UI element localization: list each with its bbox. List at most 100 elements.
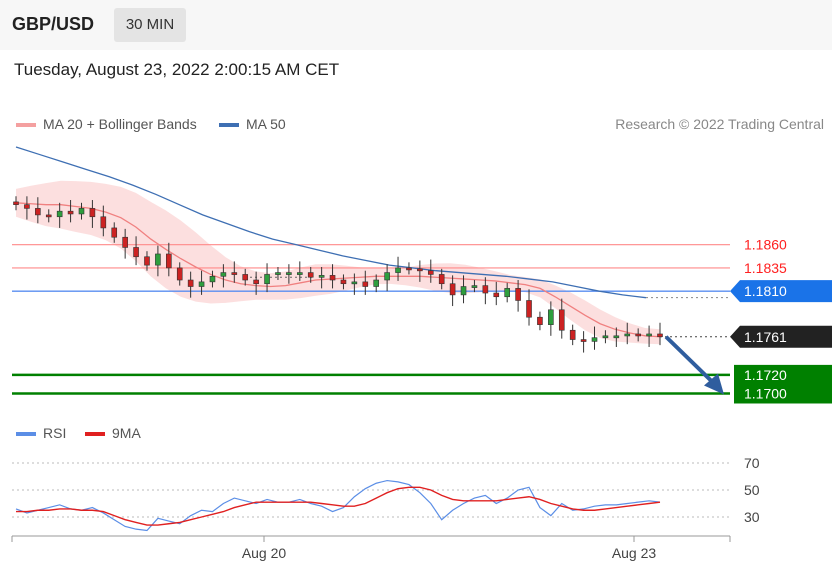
moving-averages <box>15 146 730 338</box>
candle-body <box>296 272 303 275</box>
symbol-title: GBP/USD <box>12 14 95 34</box>
candle-body <box>89 208 96 218</box>
bollinger-band-area <box>16 180 660 345</box>
candle-body <box>624 333 631 337</box>
rsi-level-label: 30 <box>744 509 760 525</box>
candle-body <box>264 274 270 285</box>
last-price-tag <box>730 325 832 348</box>
candle-body <box>209 275 216 283</box>
candle-body <box>657 333 663 338</box>
ma50-swatch <box>219 123 239 128</box>
candle-body <box>45 214 52 218</box>
ma20-swatch <box>16 123 36 128</box>
candle-body <box>329 275 336 281</box>
candle-body <box>493 292 500 298</box>
candle-body <box>362 281 369 287</box>
candle-body <box>275 272 281 275</box>
level-lines: 1.1860 1.1835 1.1810 1.1761 1.1720 1.1700 <box>12 237 832 404</box>
candle-body <box>307 272 314 278</box>
pivot-label: 1.1810 <box>744 283 787 299</box>
candle-body <box>35 208 41 216</box>
candle-body <box>548 309 554 325</box>
candle-body <box>471 285 478 288</box>
candle-body <box>220 272 227 277</box>
candle-body <box>155 253 161 266</box>
legend-ma20: MA 20 + Bollinger Bands <box>16 116 197 132</box>
rsi-panel: 70 50 30 <box>12 455 760 532</box>
support-label: 1.1700 <box>744 385 787 401</box>
rsi-line <box>15 479 661 532</box>
time-tick-label: Aug 20 <box>242 545 287 561</box>
candle-body <box>24 204 30 209</box>
rsi-ma-line <box>16 486 661 526</box>
candle-body <box>580 339 587 342</box>
candle-body <box>591 337 598 342</box>
candle-body <box>602 335 609 339</box>
candle-body <box>286 272 292 275</box>
candle-body <box>438 274 445 285</box>
rsi-ma-swatch <box>85 432 105 437</box>
support-label: 1.1720 <box>744 367 787 383</box>
candle-body <box>144 256 150 266</box>
candle-body <box>537 316 543 325</box>
resistance-label: 1.1835 <box>744 260 787 276</box>
legend-rsi-ma: 9MA <box>85 425 141 441</box>
resistance-label: 1.1860 <box>744 237 787 253</box>
rsi-legend-label: RSI <box>43 425 67 441</box>
candle-body <box>67 210 74 215</box>
candle-body <box>646 333 652 337</box>
candle-body <box>406 267 412 271</box>
time-axis: Aug 20 Aug 23 <box>11 535 731 561</box>
last-price-label: 1.1761 <box>744 329 787 345</box>
legend-ma50: MA 50 <box>219 116 286 132</box>
candle-body <box>569 329 576 340</box>
forecast-arrow-head <box>704 373 724 395</box>
timeframe-button[interactable]: 30 MIN <box>114 8 186 42</box>
candle-body <box>417 268 423 272</box>
candle-body <box>198 281 205 287</box>
candle-body <box>100 216 107 229</box>
ma20-legend-label: MA 20 + Bollinger Bands <box>43 116 197 132</box>
candle-body <box>384 272 390 281</box>
candle-body <box>166 253 172 269</box>
top-bar: GBP/USD 30 MIN <box>0 0 832 50</box>
candle-body <box>111 227 118 238</box>
support-tag <box>734 383 832 404</box>
candle-body <box>231 272 238 275</box>
candle-body <box>558 309 565 331</box>
candle-body <box>187 279 194 287</box>
rsi-level-label: 70 <box>744 455 760 471</box>
support-tag <box>734 364 832 385</box>
bollinger-band <box>16 180 660 345</box>
candle-body <box>515 288 521 301</box>
ma50-line <box>15 146 647 299</box>
candle-body <box>13 201 19 205</box>
ma20-line <box>15 202 661 338</box>
candle-body <box>318 275 325 278</box>
candle-body <box>351 281 358 285</box>
candle-body <box>613 335 620 339</box>
candle-body <box>635 333 641 337</box>
forecast-arrow <box>664 335 724 395</box>
rsi-swatch <box>16 432 36 437</box>
candle-body <box>427 270 434 275</box>
candle-body <box>340 279 347 285</box>
candle-body <box>449 283 456 296</box>
candle-body <box>122 236 128 248</box>
pivot-tag <box>730 280 832 303</box>
candle-body <box>460 286 467 296</box>
candle-body <box>56 210 63 218</box>
candle-body <box>482 285 489 294</box>
candle-body <box>253 279 259 285</box>
candle-body <box>526 300 532 318</box>
rsi-ma-legend-label: 9MA <box>112 425 141 441</box>
candle-body <box>78 208 85 215</box>
candle-body <box>133 247 139 258</box>
date-label: Tuesday, August 23, 2022 2:00:15 AM CET <box>14 60 340 79</box>
forecast-arrow-shaft <box>664 335 716 385</box>
candle-body <box>176 267 183 281</box>
candle-body <box>504 288 510 298</box>
candle-body <box>395 267 401 273</box>
candles <box>13 196 663 353</box>
